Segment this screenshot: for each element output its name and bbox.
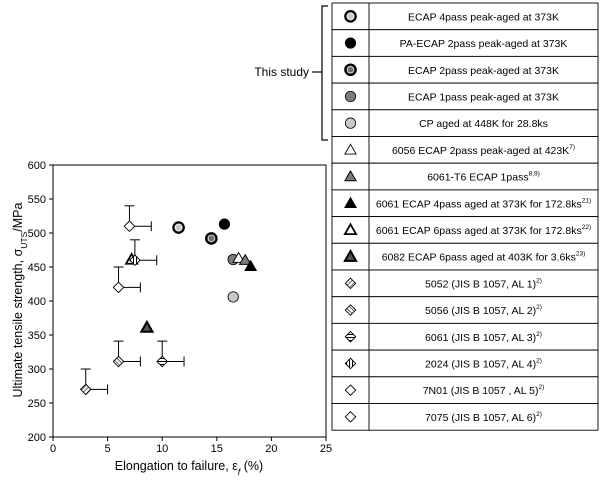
- x-axis-ticks: 0 5 10 15 20 25: [50, 437, 332, 455]
- legend-marker: [344, 10, 357, 23]
- legend-row: 6061-T6 ECAP 1pass8,9): [331, 162, 599, 191]
- x-axis-label: Elongation to failure, εf (%): [115, 459, 263, 477]
- legend-label: ECAP 1pass peak-aged at 373K: [408, 91, 559, 103]
- y-tick-label: 250: [28, 398, 46, 410]
- legend-row: 7N01 (JIS B 1057 , AL 5)2): [331, 376, 599, 404]
- legend-marker: [344, 357, 357, 370]
- legend-label: CP aged at 448K for 28.8ks: [419, 118, 548, 130]
- legend-row: 5056 (JIS B 1057, AL 2)2): [331, 296, 599, 324]
- legend-row: 6056 ECAP 2pass peak-aged at 423K7): [331, 136, 599, 164]
- legend-label: 2024 (JIS B 1057, AL 4)2): [425, 357, 542, 370]
- legend-marker: [344, 277, 357, 290]
- legend-marker: [344, 411, 357, 423]
- legend-label: ECAP 2pass peak-aged at 373K: [408, 65, 559, 77]
- data-point: [227, 291, 239, 303]
- legend-row: 6061 (JIS B 1057, AL 3)2): [331, 322, 599, 351]
- legend: ECAP 4pass peak-aged at 373K PA-ECAP 2pas…: [331, 2, 599, 431]
- legend-marker: [344, 143, 357, 155]
- legend-marker: [344, 37, 357, 49]
- data-point: [156, 355, 169, 368]
- legend-marker: [343, 249, 358, 262]
- legend-row: 2024 (JIS B 1057, AL 4)2): [331, 349, 599, 378]
- legend-label: ECAP 4pass peak-aged at 373K: [408, 11, 559, 23]
- legend-marker: [344, 63, 357, 77]
- legend-row: PA-ECAP 2pass peak-aged at 373K: [331, 29, 599, 57]
- y-tick-label: 350: [28, 330, 46, 342]
- legend-row: 5052 (JIS B 1057, AL 1)2): [331, 269, 599, 298]
- y-tick-label: 600: [28, 160, 46, 172]
- legend-row: 6061 ECAP 4pass aged at 373K for 172.8ks…: [331, 189, 599, 218]
- this-study-bracket: [321, 5, 328, 141]
- legend-row: ECAP 4pass peak-aged at 373K: [331, 2, 599, 31]
- y-axis-label: Ultimate tensile strength, σUTS/MPa: [11, 202, 29, 397]
- data-point: [205, 232, 218, 245]
- data-point: [112, 355, 125, 368]
- y-tick-label: 300: [28, 364, 46, 376]
- data-point: [244, 259, 258, 272]
- y-tick-label: 550: [28, 194, 46, 206]
- x-tick-label: 25: [320, 443, 332, 455]
- legend-label: 6056 ECAP 2pass peak-aged at 423K7): [392, 144, 575, 157]
- legend-marker: [344, 304, 357, 316]
- legend-label: 6061 ECAP 6pass aged at 373K for 172.8ks…: [376, 224, 591, 237]
- plot-frame: [52, 164, 327, 438]
- legend-label: 5052 (JIS B 1057, AL 1)2): [425, 277, 542, 290]
- legend-marker: [343, 222, 358, 236]
- data-point: [112, 281, 125, 294]
- x-tick-label: 0: [50, 443, 56, 455]
- legend-marker: [344, 196, 357, 208]
- legend-row: 6082 ECAP 6pass aged at 403K for 3.6ks23…: [331, 242, 599, 271]
- x-tick-label: 10: [156, 443, 168, 455]
- this-study-label: This study: [254, 65, 309, 79]
- y-axis-ticks: 200 250 300 350 400 450 500 550 600: [28, 160, 53, 444]
- x-tick-label: 15: [211, 443, 223, 455]
- data-point: [139, 319, 155, 333]
- x-tick-label: 5: [105, 443, 111, 455]
- legend-marker: [344, 384, 357, 396]
- legend-label: 6061-T6 ECAP 1pass8,9): [427, 171, 540, 184]
- y-tick-label: 200: [28, 432, 46, 444]
- legend-row: ECAP 2pass peak-aged at 373K: [331, 55, 599, 84]
- legend-marker: [344, 169, 357, 182]
- data-point: [238, 253, 252, 265]
- data-point: [79, 383, 92, 396]
- legend-label: PA-ECAP 2pass peak-aged at 373K: [400, 38, 568, 50]
- data-point: [123, 220, 136, 233]
- y-tick-label: 500: [28, 228, 46, 240]
- legend-marker: [344, 90, 357, 103]
- legend-row: 6061 ECAP 6pass aged at 373K for 172.8ks…: [331, 216, 599, 244]
- y-tick-label: 400: [28, 296, 46, 308]
- data-point: [172, 221, 185, 234]
- x-tick-label: 20: [265, 443, 277, 455]
- legend-marker: [344, 117, 357, 129]
- legend-label: 7N01 (JIS B 1057 , AL 5)2): [423, 384, 545, 397]
- legend-label: 6082 ECAP 6pass aged at 403K for 3.6ks23…: [382, 251, 586, 264]
- legend-row: ECAP 1pass peak-aged at 373K: [331, 82, 599, 111]
- legend-label: 7075 (JIS B 1057, AL 6)2): [425, 411, 542, 424]
- legend-marker: [344, 330, 357, 343]
- legend-label: 6061 (JIS B 1057, AL 3)2): [425, 331, 542, 344]
- legend-label: 6061 ECAP 4pass aged at 373K for 172.8ks…: [376, 197, 591, 210]
- plot-area: [52, 164, 327, 438]
- data-point: [218, 218, 231, 230]
- legend-row: 7075 (JIS B 1057, AL 6)2): [331, 403, 599, 431]
- data-point: [232, 251, 246, 263]
- y-tick-label: 450: [28, 262, 46, 274]
- legend-label: 5056 (JIS B 1057, AL 2)2): [425, 304, 542, 317]
- data-point: [129, 254, 141, 267]
- legend-row: CP aged at 448K for 28.8ks: [331, 109, 599, 137]
